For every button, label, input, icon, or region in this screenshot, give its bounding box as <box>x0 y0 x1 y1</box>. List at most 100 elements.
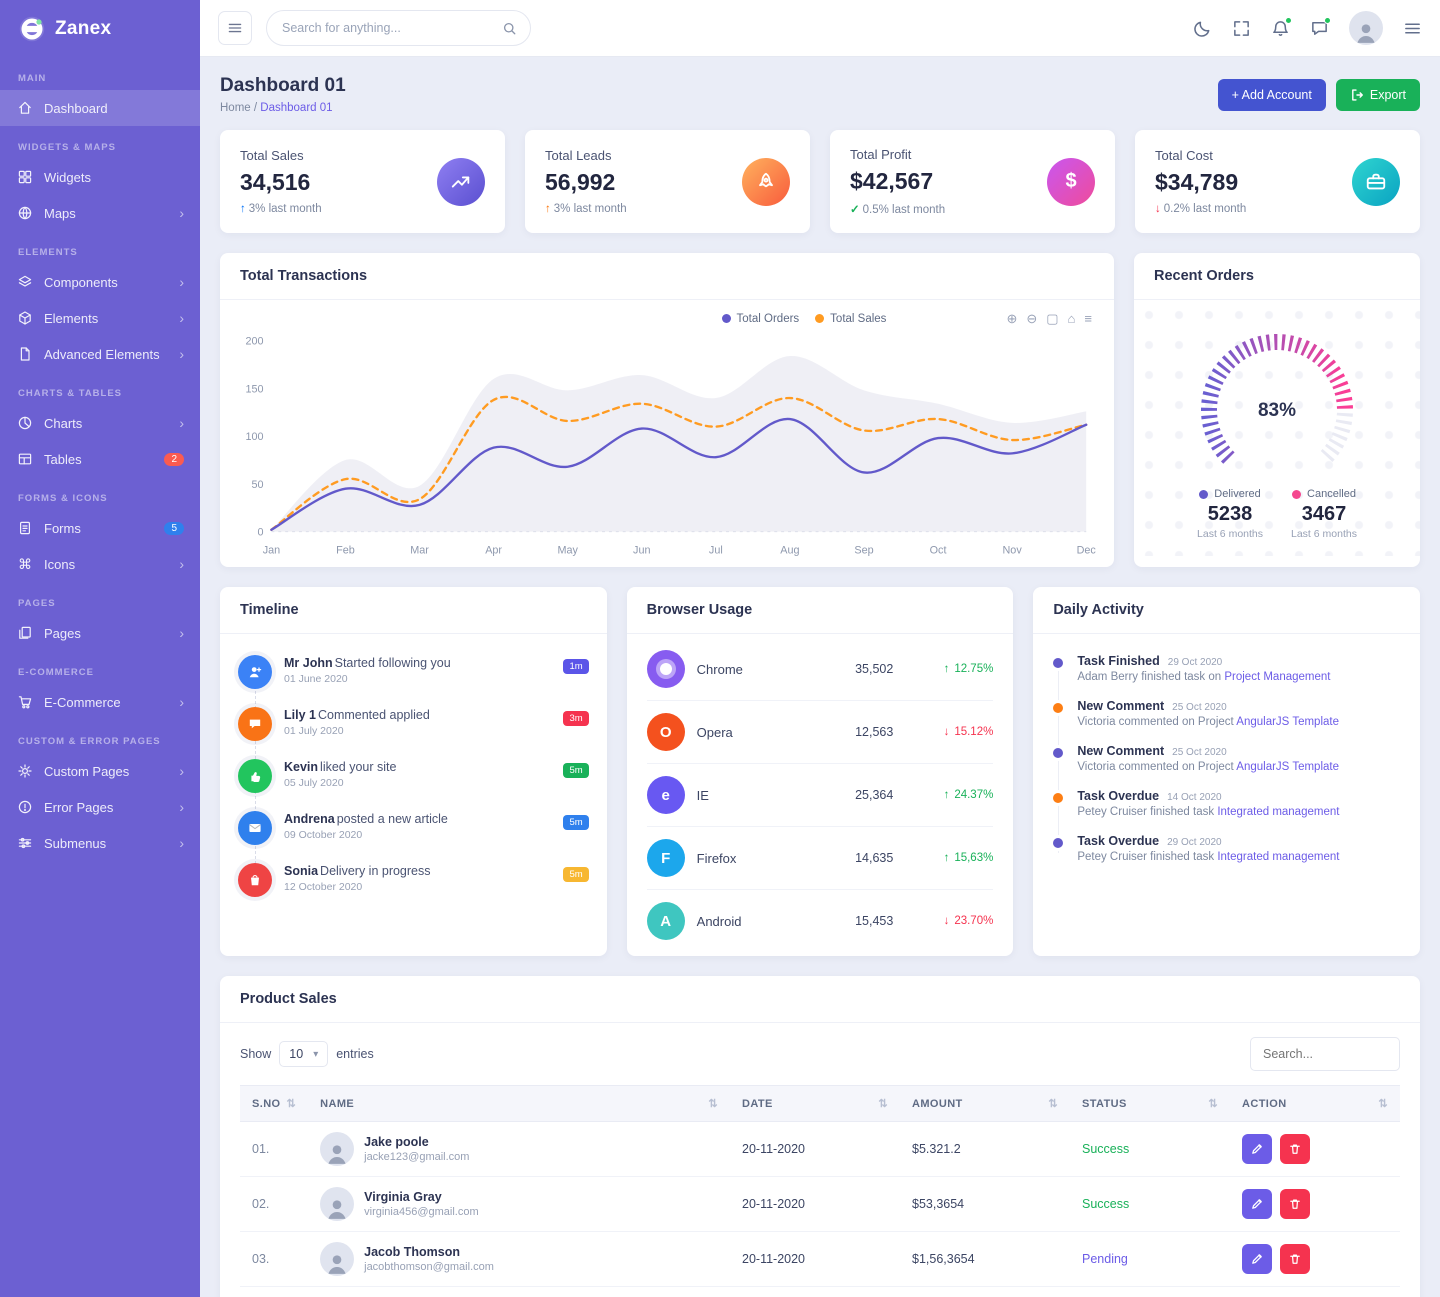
reset-home-icon[interactable]: ⌂ <box>1067 311 1076 326</box>
stat-value: $34,789 <box>1155 169 1239 195</box>
nav-label: E-Commerce <box>44 694 121 710</box>
activity-link[interactable]: AngularJS Template <box>1236 716 1339 729</box>
browser-change: 23.70% <box>954 915 994 928</box>
delete-button[interactable] <box>1280 1244 1310 1275</box>
column-header-status[interactable]: STATUS ⇅ <box>1070 1085 1230 1123</box>
thumbs-up-icon <box>238 759 272 794</box>
svg-text:Jul: Jul <box>709 544 723 556</box>
table-icon <box>16 450 34 468</box>
sidebar-item-charts[interactable]: Charts › <box>0 405 200 441</box>
column-header-name[interactable]: NAME ⇅ <box>308 1085 730 1123</box>
sidebar-item-elements[interactable]: Elements › <box>0 300 200 336</box>
zoom-out-icon[interactable]: ⊖ <box>1026 311 1038 326</box>
bell-icon[interactable] <box>1271 16 1292 38</box>
sidebar: Zanex MAIN Dashboard WIDGETS & MAPS Widg… <box>0 0 200 1297</box>
delete-button[interactable] <box>1280 1189 1310 1220</box>
add-account-button[interactable]: + Add Account <box>1217 78 1326 111</box>
sidebar-item-error-pages[interactable]: Error Pages › <box>0 789 200 825</box>
column-header-sno[interactable]: S.NO ⇅ <box>240 1085 309 1123</box>
pie-chart-icon <box>16 414 34 432</box>
activity-text: Victoria commented on Project <box>1077 716 1234 729</box>
sidebar-item-custom-pages[interactable]: Custom Pages › <box>0 753 200 789</box>
timeline-item: Andrena posted a new article 09 October 2… <box>238 802 589 854</box>
legend-dot <box>1199 489 1209 499</box>
line-chart[interactable]: 0 50 100 150 200 Jan Feb Mar Apr May Jun Jul Aug Sep O… <box>234 325 1100 561</box>
android-icon: A <box>646 902 685 941</box>
entries-select[interactable]: 10 ▾ <box>279 1041 329 1068</box>
sidebar-item-advanced-elements[interactable]: Advanced Elements › <box>0 336 200 372</box>
card-title: Daily Activity <box>1033 587 1420 635</box>
sidebar-item-pages[interactable]: Pages › <box>0 615 200 651</box>
file-icon <box>16 345 34 363</box>
delivered-stat: Delivered 5238 Last 6 months <box>1197 488 1263 540</box>
activity-link[interactable]: Integrated management <box>1217 851 1340 864</box>
timeline-name: Kevin <box>284 760 319 775</box>
legend-label: Cancelled <box>1307 488 1356 500</box>
trend-text: 0.2% last month <box>1163 203 1247 215</box>
sidebar-item-submenus[interactable]: Submenus › <box>0 825 200 861</box>
sidebar-item-dashboard[interactable]: Dashboard <box>0 90 200 126</box>
search-icon[interactable] <box>502 21 517 36</box>
svg-text:May: May <box>557 544 578 556</box>
edit-button[interactable] <box>1242 1189 1272 1220</box>
add-account-label: + Add Account <box>1231 87 1312 102</box>
chart-menu-icon[interactable]: ≡ <box>1084 311 1092 326</box>
ie-icon: e <box>646 776 685 815</box>
nav-label: Components <box>44 274 118 290</box>
sidebar-item-ecommerce[interactable]: E-Commerce › <box>0 684 200 720</box>
selection-icon[interactable]: ▢ <box>1046 311 1059 326</box>
column-header-amount[interactable]: AMOUNT ⇅ <box>900 1085 1070 1123</box>
browser-row: F Firefox 14,635 ↑ 15,63% <box>646 827 994 891</box>
table-search-input[interactable] <box>1250 1037 1400 1072</box>
breadcrumb-home[interactable]: Home <box>220 102 251 114</box>
timeline-name: Sonia <box>284 864 319 879</box>
sidebar-item-widgets[interactable]: Widgets <box>0 159 200 195</box>
time-badge: 5m <box>563 815 589 831</box>
stat-value: $42,567 <box>850 168 934 194</box>
cancelled-stat: Cancelled 3467 Last 6 months <box>1291 488 1357 540</box>
activity-link[interactable]: Project Management <box>1224 671 1331 684</box>
activity-link[interactable]: Integrated management <box>1217 806 1340 819</box>
fullscreen-icon[interactable] <box>1232 19 1251 38</box>
sidebar-item-components[interactable]: Components › <box>0 264 200 300</box>
firefox-icon: F <box>646 839 685 878</box>
column-header-date[interactable]: DATE ⇅ <box>730 1085 900 1123</box>
chat-icon[interactable] <box>1310 16 1331 38</box>
legend-total-sales[interactable]: Total Sales <box>815 313 886 325</box>
sidebar-item-icons[interactable]: ⌘ Icons › <box>0 546 200 582</box>
svg-text:Apr: Apr <box>485 544 502 556</box>
nav-label: Forms <box>44 520 81 536</box>
activity-link[interactable]: AngularJS Template <box>1236 761 1339 774</box>
svg-text:0: 0 <box>258 527 264 539</box>
delete-button[interactable] <box>1280 1134 1310 1165</box>
timeline-date: 05 July 2020 <box>284 777 344 790</box>
status-badge: Pending <box>1082 1252 1128 1267</box>
layers-icon <box>16 273 34 291</box>
column-header-action[interactable]: ACTION ⇅ <box>1230 1085 1400 1123</box>
svg-text:Dec: Dec <box>1077 544 1097 556</box>
right-menu-icon[interactable] <box>1403 19 1422 38</box>
status-badge: Success <box>1082 1197 1130 1212</box>
search-input[interactable] <box>280 20 502 36</box>
activity-title: Task Overdue <box>1077 789 1160 804</box>
sidebar-toggle-button[interactable] <box>218 11 252 45</box>
nav-section-charts-tables: CHARTS & TABLES <box>18 388 123 399</box>
zoom-in-icon[interactable]: ⊕ <box>1006 311 1018 326</box>
nav-section-ecommerce: E-COMMERCE <box>18 667 94 678</box>
sidebar-item-forms[interactable]: Forms 5 <box>0 510 200 546</box>
sort-icon: ⇅ <box>1208 1098 1218 1111</box>
edit-button[interactable] <box>1242 1134 1272 1165</box>
logo[interactable]: Zanex <box>0 0 200 57</box>
chevron-right-icon: › <box>179 835 184 851</box>
user-avatar[interactable] <box>1349 11 1383 45</box>
sidebar-item-tables[interactable]: Tables 2 <box>0 441 200 477</box>
avatar <box>320 1187 355 1222</box>
edit-button[interactable] <box>1242 1244 1272 1275</box>
legend-total-orders[interactable]: Total Orders <box>721 313 799 325</box>
sidebar-item-maps[interactable]: Maps › <box>0 195 200 231</box>
export-button[interactable]: Export <box>1335 78 1420 111</box>
legend-dot <box>815 314 825 323</box>
global-search <box>266 10 531 46</box>
dark-mode-icon[interactable] <box>1193 19 1212 38</box>
svg-text:Jun: Jun <box>633 544 650 556</box>
